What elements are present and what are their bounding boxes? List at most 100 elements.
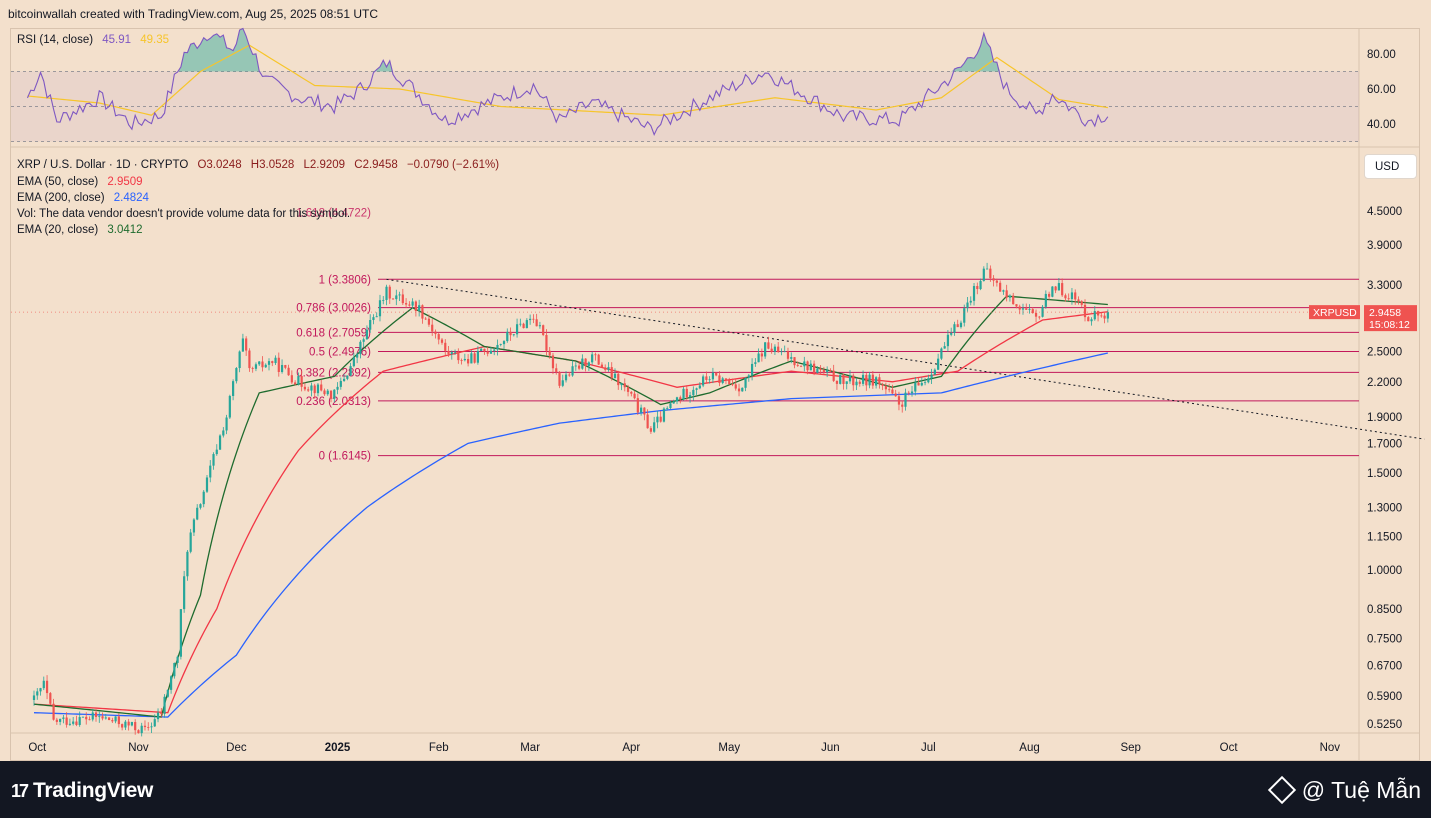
candle	[793, 357, 796, 369]
candle	[271, 360, 274, 367]
candle	[316, 383, 320, 397]
candle	[568, 371, 571, 377]
ema200-legend[interactable]: EMA (200, close) 2.4824	[17, 192, 149, 204]
author-watermark: @ Tuệ Mẫn	[1267, 775, 1421, 805]
price-axis-tick-12: 0.8500	[1367, 604, 1402, 616]
candle	[963, 304, 966, 327]
candle	[1044, 290, 1047, 309]
time-axis-tick-2: Dec	[226, 742, 247, 754]
candle	[1064, 293, 1067, 302]
candle	[600, 362, 604, 368]
candle	[183, 570, 186, 613]
candle	[538, 321, 542, 329]
price-axis-tick-8: 1.5000	[1367, 468, 1402, 480]
candle	[192, 518, 196, 536]
candle	[287, 364, 290, 376]
candle	[1048, 291, 1051, 300]
candle	[512, 333, 515, 337]
candle	[134, 719, 137, 735]
candle	[78, 711, 81, 727]
candle	[297, 372, 300, 386]
candle	[816, 366, 819, 374]
candle	[868, 371, 871, 389]
candle	[796, 361, 799, 367]
candle	[375, 312, 378, 318]
candle	[927, 374, 930, 384]
candle	[933, 368, 936, 376]
candle	[300, 370, 303, 392]
price-axis-tick-2: 3.3000	[1367, 280, 1402, 292]
top-attribution-bar: bitcoinwallah created with TradingView.c…	[0, 0, 1431, 28]
candle	[320, 379, 323, 392]
candle	[966, 297, 969, 312]
candle	[222, 427, 225, 438]
candle	[773, 344, 777, 356]
candle	[917, 377, 920, 386]
candle	[209, 460, 212, 483]
candle	[904, 388, 907, 411]
candle	[783, 345, 786, 353]
candle	[662, 407, 666, 423]
ema20-legend[interactable]: EMA (20, close) 3.0412	[17, 224, 143, 236]
candle	[548, 347, 551, 359]
fib-label-2: 0.618 (2.7059)	[296, 327, 371, 339]
tradingview-logo[interactable]: 17 TradingView	[11, 779, 153, 803]
candle	[953, 321, 956, 336]
candle	[398, 291, 401, 301]
candle	[457, 348, 460, 364]
currency-button[interactable]: USD	[1364, 154, 1417, 179]
candle	[1090, 317, 1093, 326]
candle	[633, 390, 636, 400]
ema200-legend-value: 2.4824	[113, 192, 149, 204]
candle	[604, 364, 607, 372]
candle	[137, 729, 140, 734]
candle	[369, 314, 372, 333]
price-legend-symbol: XRP / U.S. Dollar · 1D · CRYPTO O3.0248 …	[17, 159, 499, 171]
candle	[819, 365, 822, 374]
candle	[81, 716, 85, 718]
time-axis-tick-11: Sep	[1120, 742, 1140, 754]
candle	[626, 384, 630, 397]
chart-canvas[interactable]: 80.0060.0040.004.50003.90003.30002.90002…	[0, 0, 1431, 761]
price-axis-tick-9: 1.3000	[1367, 502, 1402, 514]
candle	[888, 383, 891, 393]
candle	[591, 351, 594, 365]
candle	[202, 490, 205, 508]
candle	[542, 324, 545, 337]
candle	[251, 366, 254, 373]
candle	[267, 358, 271, 371]
candle	[179, 608, 182, 660]
ema50-legend[interactable]: EMA (50, close) 2.9509	[17, 176, 143, 188]
candle	[829, 368, 832, 373]
candle	[85, 712, 88, 725]
candle	[356, 352, 359, 364]
candle	[1103, 312, 1106, 324]
volume-legend[interactable]: Vol: The data vendor doesn't provide vol…	[17, 208, 350, 220]
candle	[901, 400, 904, 413]
candle	[698, 382, 701, 390]
candle	[391, 298, 395, 300]
candle	[999, 280, 1002, 292]
price-axis-tick-0: 4.5000	[1367, 206, 1402, 218]
time-axis-tick-4: Feb	[429, 742, 449, 754]
chart-frame[interactable]	[10, 28, 1420, 761]
candle	[979, 278, 982, 291]
candle	[617, 370, 620, 390]
candle	[930, 368, 933, 384]
time-axis-tick-3: 2025	[325, 742, 351, 754]
candle	[519, 318, 522, 327]
ohlc-change: −0.0790 (−2.61%)	[406, 159, 500, 171]
candle	[571, 360, 574, 377]
candle	[36, 688, 39, 700]
candle	[724, 378, 728, 385]
candle	[852, 373, 855, 391]
candle	[88, 716, 91, 721]
candle	[496, 339, 499, 356]
candle	[228, 394, 231, 420]
candle	[715, 372, 718, 377]
time-axis-tick-6: Apr	[622, 742, 640, 754]
rsi-axis-tick-0: 80.00	[1367, 49, 1396, 61]
candle	[258, 361, 261, 366]
candle	[424, 316, 427, 320]
candle	[1008, 294, 1012, 302]
